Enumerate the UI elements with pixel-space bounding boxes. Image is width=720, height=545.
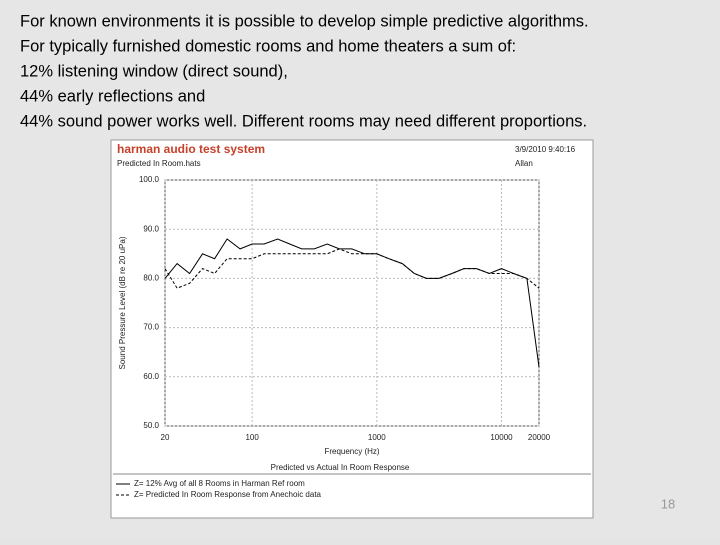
slide-text-line: For typically furnished domestic rooms a… bbox=[20, 37, 516, 55]
legend-label: Z= 12% Avg of all 8 Rooms in Harman Ref … bbox=[134, 479, 305, 488]
y-tick-label: 100.0 bbox=[139, 175, 160, 184]
x-tick-label: 10000 bbox=[490, 433, 513, 442]
x-tick-label: 100 bbox=[245, 433, 259, 442]
x-tick-label: 1000 bbox=[368, 433, 386, 442]
x-tick-label: 20000 bbox=[528, 433, 551, 442]
y-tick-label: 90.0 bbox=[143, 224, 159, 233]
x-axis-label: Frequency (Hz) bbox=[324, 447, 379, 456]
chart-author: Allan bbox=[515, 159, 533, 168]
slide-text-line: For known environments it is possible to… bbox=[20, 12, 589, 30]
page-number: 18 bbox=[661, 496, 675, 511]
slide-text-line: 12% listening window (direct sound), bbox=[20, 62, 288, 80]
slide-text-line: 44% sound power works well. Different ro… bbox=[20, 112, 587, 130]
plot-area bbox=[164, 179, 540, 427]
series-line bbox=[164, 248, 540, 289]
legend-label: Z= Predicted In Room Response from Anech… bbox=[134, 490, 322, 499]
y-tick-label: 50.0 bbox=[143, 421, 159, 430]
y-tick-label: 80.0 bbox=[143, 274, 159, 283]
x-tick-label: 20 bbox=[161, 433, 170, 442]
chart-subtitle: Predicted In Room.hats bbox=[117, 159, 201, 168]
series-line bbox=[164, 238, 540, 368]
y-tick-label: 70.0 bbox=[143, 323, 159, 332]
y-tick-label: 60.0 bbox=[143, 372, 159, 381]
chart-date: 3/9/2010 9:40:16 bbox=[515, 145, 576, 154]
legend-title: Predicted vs Actual In Room Response bbox=[271, 463, 410, 472]
chart-title: harman audio test system bbox=[117, 142, 265, 156]
y-axis-label: Sound Pressure Level (dB re 20 uPa) bbox=[118, 236, 127, 369]
chart-frame bbox=[110, 139, 594, 519]
slide-text-line: 44% early reflections and bbox=[20, 87, 205, 105]
